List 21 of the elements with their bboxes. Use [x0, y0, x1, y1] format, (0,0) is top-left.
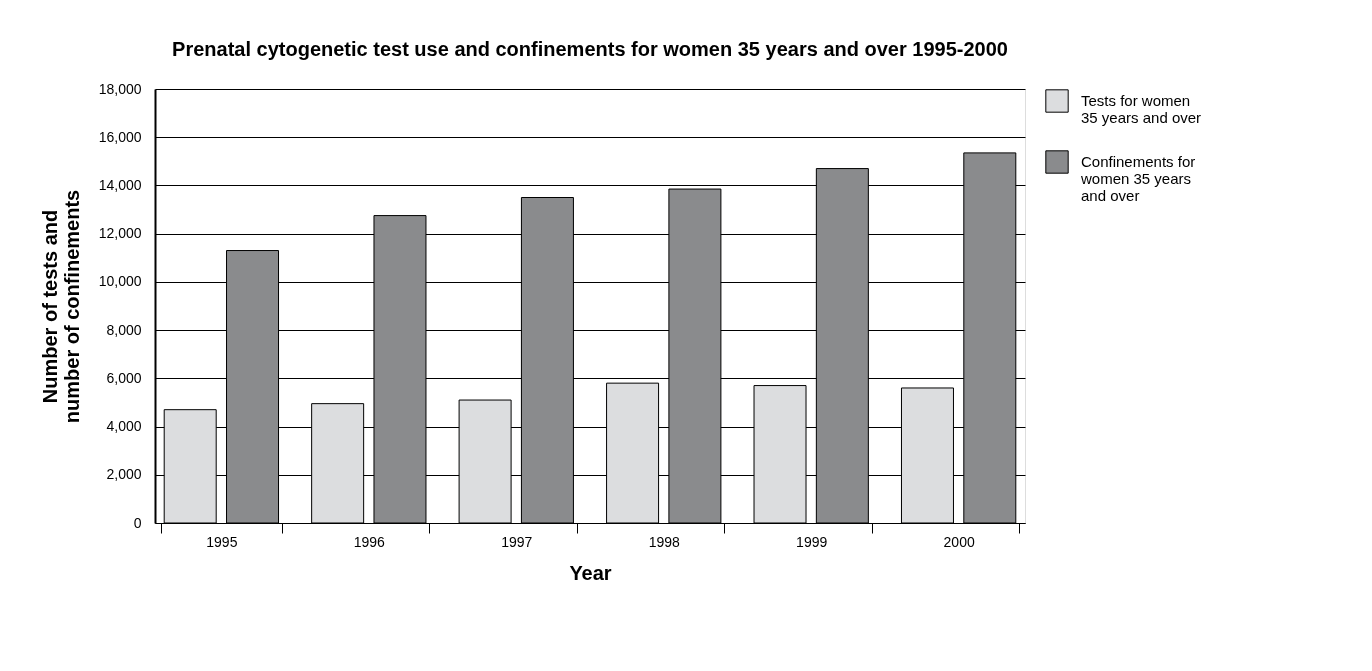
y-tick-label: 10,000	[98, 273, 142, 290]
y-tick-label: 8,000	[106, 321, 142, 338]
legend-label: Confinements for women 35 years and over	[1080, 153, 1196, 204]
x-tick-label: 1998	[648, 533, 681, 550]
chart-title: Prenatal cytogenetic test use and confinements for women 35 years and over 1995-2000	[172, 38, 1008, 60]
y-tick-label: 4,000	[106, 418, 142, 435]
x-tick-label: 1995	[206, 533, 238, 550]
x-axis-title: Year	[569, 561, 612, 584]
legend-label: Tests for women 35 years and over	[1081, 92, 1202, 126]
y-tick-label: 6,000	[106, 369, 142, 386]
y-tick-label: 12,000	[98, 225, 142, 242]
x-tick-label: 1996	[353, 533, 386, 550]
y-tick-label: 0	[133, 514, 142, 531]
y-tick-label: 18,000	[98, 80, 142, 97]
y-tick-label: 16,000	[98, 128, 142, 145]
y-axis-title: Number of tests and number of confinements	[38, 189, 83, 424]
x-tick-label: 2000	[943, 533, 975, 550]
x-tick-label: 1997	[501, 533, 533, 550]
x-tick-label: 1999	[796, 533, 828, 550]
y-tick-label: 14,000	[98, 176, 142, 193]
y-tick-label: 2,000	[106, 466, 142, 483]
